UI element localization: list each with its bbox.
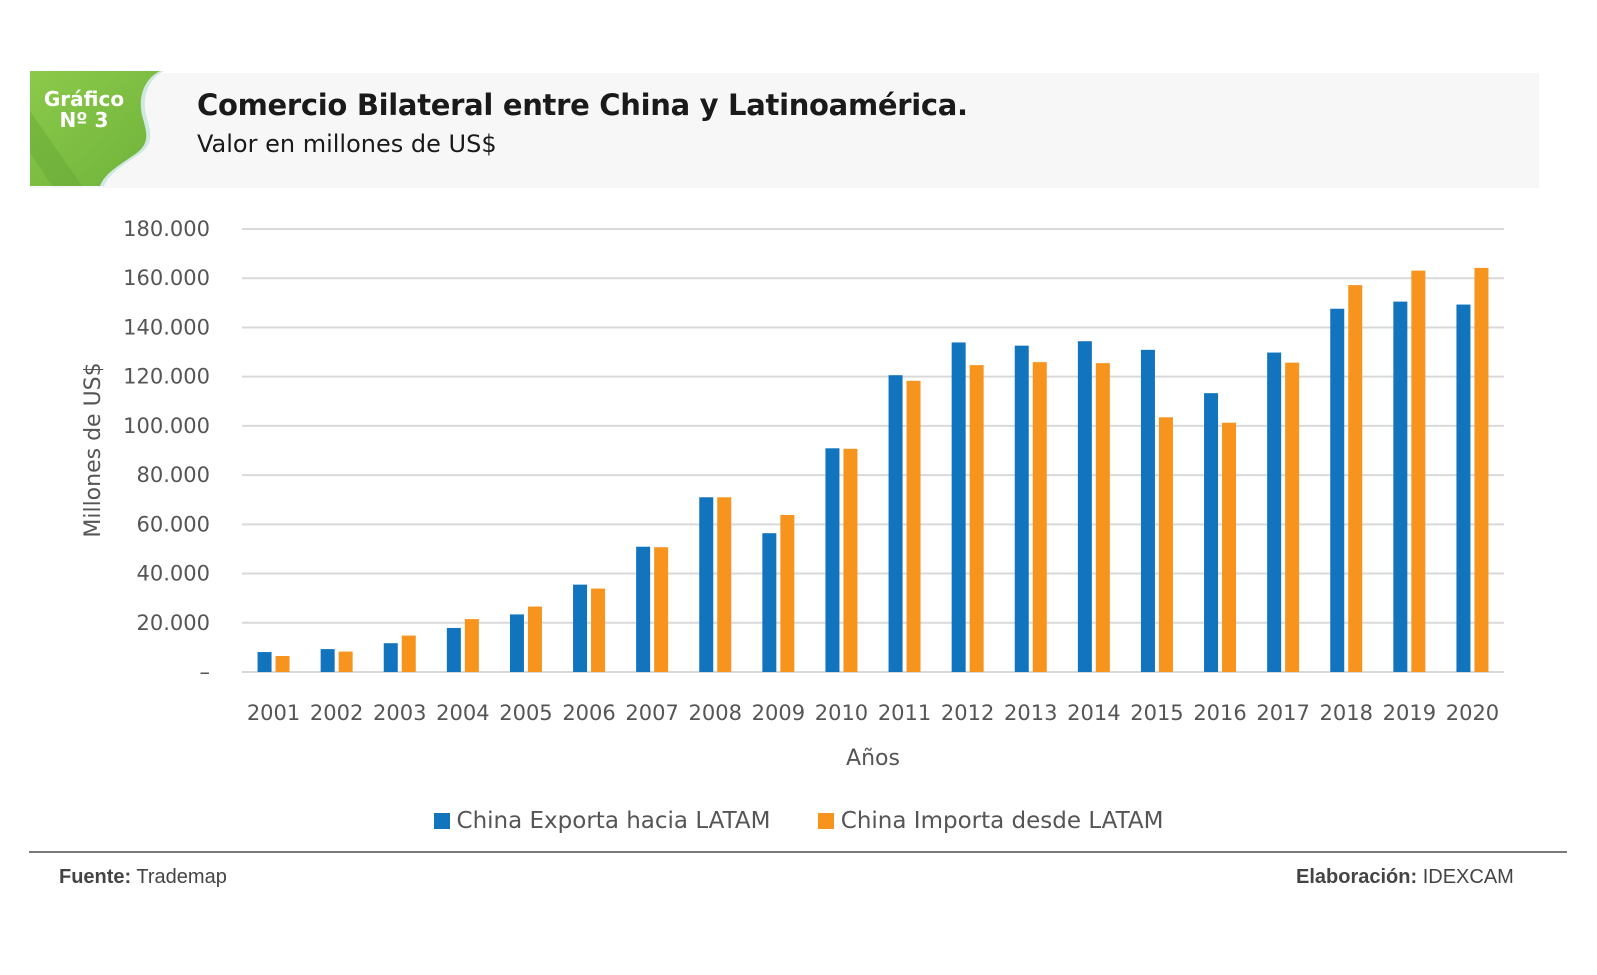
bar-export-2016 bbox=[1204, 393, 1219, 672]
bar-export-2020 bbox=[1456, 304, 1471, 672]
legend-swatch-export bbox=[433, 813, 450, 829]
x-axis-ticks: 2001 2002 2003 2004 2005 2006 2007 2008 2009 2010… bbox=[247, 701, 1499, 725]
y-tick-label: – bbox=[200, 660, 211, 684]
x-tick-label: 2010 bbox=[815, 701, 868, 725]
bar-export-2017 bbox=[1267, 352, 1282, 672]
x-tick-label: 2003 bbox=[373, 701, 426, 725]
bar-export-2018 bbox=[1330, 308, 1345, 672]
bar-import-2018 bbox=[1348, 285, 1363, 672]
x-tick-label: 2008 bbox=[689, 701, 742, 725]
legend-label-export: China Exporta hacia LATAM bbox=[456, 808, 771, 834]
y-tick-label: 120.000 bbox=[123, 365, 210, 389]
x-tick-label: 2020 bbox=[1446, 701, 1499, 725]
source-label: Fuente: bbox=[59, 866, 132, 888]
x-tick-label: 2009 bbox=[752, 701, 805, 725]
x-tick-label: 2019 bbox=[1383, 701, 1436, 725]
bar-export-2009 bbox=[762, 533, 777, 672]
y-axis-title: Millones de US$ bbox=[81, 362, 106, 537]
x-tick-label: 2012 bbox=[941, 701, 994, 725]
y-axis-ticks: – 20.000 40.000 60.000 80.000 100.000 120.000 1… bbox=[123, 217, 210, 684]
bar-export-2013 bbox=[1014, 345, 1029, 672]
bar-import-2020 bbox=[1474, 267, 1489, 672]
x-tick-label: 2001 bbox=[247, 701, 300, 725]
credit-note: Elaboración: IDEXCAM bbox=[1296, 866, 1514, 889]
y-tick-label: 160.000 bbox=[123, 266, 210, 290]
y-tick-label: 20.000 bbox=[137, 611, 210, 635]
bar-import-2006 bbox=[591, 588, 606, 672]
x-tick-label: 2002 bbox=[310, 701, 363, 725]
x-tick-label: 2017 bbox=[1256, 701, 1309, 725]
legend-swatch-import bbox=[817, 813, 834, 829]
x-tick-label: 2013 bbox=[1004, 701, 1057, 725]
y-tick-label: 40.000 bbox=[137, 562, 210, 586]
bar-export-2003 bbox=[383, 643, 398, 672]
bar-export-2019 bbox=[1393, 301, 1408, 672]
x-axis-title: Años bbox=[846, 746, 900, 771]
credit-label: Elaboración: bbox=[1296, 866, 1418, 888]
badge-shape bbox=[30, 71, 164, 186]
y-tick-label: 180.000 bbox=[123, 217, 210, 241]
badge-line-1: Gráfico bbox=[43, 87, 125, 111]
bars bbox=[257, 267, 1489, 672]
bar-export-2008 bbox=[699, 497, 714, 672]
legend-item-export: China Exporta hacia LATAM bbox=[433, 808, 771, 834]
bar-chart: – 20.000 40.000 60.000 80.000 100.000 120.000 1… bbox=[81, 217, 1504, 771]
bar-export-2011 bbox=[888, 375, 903, 672]
bar-import-2013 bbox=[1032, 362, 1047, 672]
bar-import-2005 bbox=[527, 606, 542, 672]
bar-import-2007 bbox=[654, 547, 669, 672]
x-tick-label: 2007 bbox=[625, 701, 678, 725]
bar-import-2012 bbox=[969, 365, 984, 672]
bar-import-2016 bbox=[1222, 422, 1237, 672]
bar-export-2007 bbox=[636, 546, 651, 672]
badge-line-2: Nº 3 bbox=[59, 108, 109, 132]
bar-import-2008 bbox=[717, 497, 732, 672]
bar-export-2015 bbox=[1140, 349, 1155, 672]
bar-import-2003 bbox=[401, 635, 416, 672]
x-tick-label: 2005 bbox=[499, 701, 552, 725]
chart-subtitle: Valor en millones de US$ bbox=[197, 130, 497, 158]
bar-import-2004 bbox=[464, 619, 479, 672]
x-tick-label: 2016 bbox=[1193, 701, 1246, 725]
y-tick-label: 140.000 bbox=[123, 315, 210, 339]
credit-value: IDEXCAM bbox=[1422, 866, 1514, 888]
y-tick-label: 80.000 bbox=[137, 463, 210, 487]
y-tick-label: 100.000 bbox=[123, 414, 210, 438]
bar-import-2010 bbox=[843, 448, 858, 672]
legend: China Exporta hacia LATAM China Importa … bbox=[0, 808, 1597, 835]
source-note: Fuente: Trademap bbox=[59, 866, 227, 889]
bar-import-2009 bbox=[780, 514, 795, 672]
bar-export-2012 bbox=[951, 342, 966, 672]
bar-import-2011 bbox=[906, 380, 921, 672]
x-tick-label: 2014 bbox=[1067, 701, 1120, 725]
footer-divider bbox=[29, 851, 1567, 853]
bar-export-2006 bbox=[573, 584, 588, 672]
badge-label: Gráfico Nº 3 bbox=[30, 89, 138, 131]
x-tick-label: 2018 bbox=[1320, 701, 1373, 725]
gridlines bbox=[242, 228, 1504, 673]
bar-export-2005 bbox=[509, 614, 524, 672]
y-tick-label: 60.000 bbox=[137, 512, 210, 536]
header-banner bbox=[30, 73, 1539, 188]
x-tick-label: 2004 bbox=[436, 701, 489, 725]
chart-title: Comercio Bilateral entre China y Latinoa… bbox=[197, 88, 968, 122]
x-tick-label: 2011 bbox=[878, 701, 931, 725]
legend-item-import: China Importa desde LATAM bbox=[817, 808, 1164, 834]
chart-number-badge: Gráfico Nº 3 bbox=[30, 71, 168, 186]
bar-export-2002 bbox=[320, 649, 335, 672]
x-tick-label: 2015 bbox=[1130, 701, 1183, 725]
bar-import-2001 bbox=[275, 656, 290, 672]
legend-label-import: China Importa desde LATAM bbox=[840, 808, 1164, 834]
bar-export-2014 bbox=[1077, 341, 1092, 672]
bar-export-2010 bbox=[825, 448, 840, 672]
bar-import-2019 bbox=[1411, 270, 1426, 672]
x-tick-label: 2006 bbox=[562, 701, 615, 725]
bar-export-2004 bbox=[446, 627, 461, 672]
bar-import-2017 bbox=[1285, 362, 1300, 672]
bar-import-2015 bbox=[1158, 417, 1173, 672]
source-value: Trademap bbox=[136, 866, 227, 888]
bar-import-2014 bbox=[1095, 363, 1110, 672]
bar-export-2001 bbox=[257, 652, 272, 672]
bar-import-2002 bbox=[338, 651, 353, 672]
